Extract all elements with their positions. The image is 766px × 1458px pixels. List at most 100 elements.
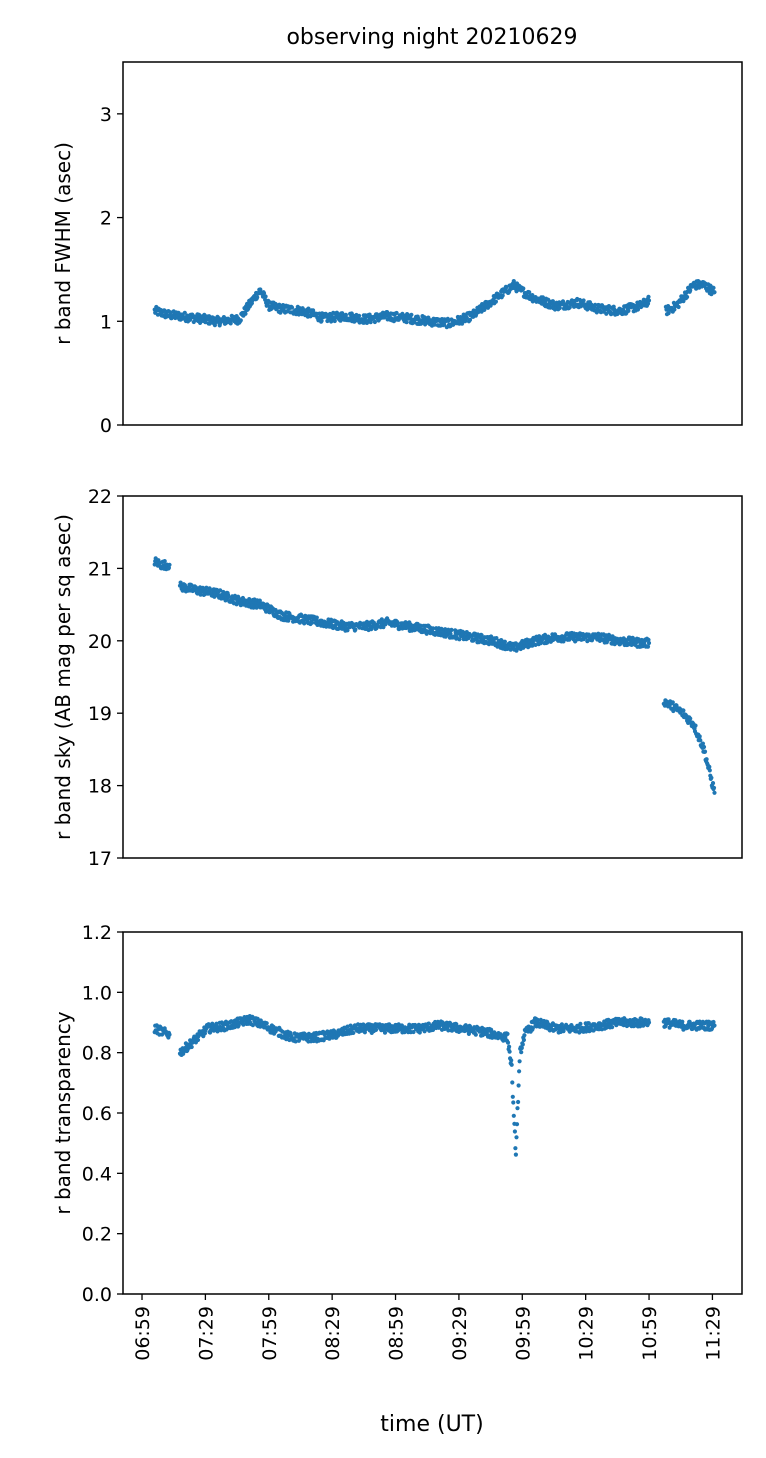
- data-point-s2: [530, 1026, 535, 1031]
- y-tick-label: 3: [100, 104, 112, 126]
- data-point-s3: [688, 716, 693, 721]
- data-point-s2: [426, 1021, 431, 1026]
- data-point-s2: [479, 633, 484, 638]
- data-point-s2: [510, 1094, 515, 1099]
- panel-3: 0.0 0.2 0.4 0.6 0.8 1.0 1.2 r band transparency…: [51, 922, 743, 1361]
- data-point-s3: [686, 1025, 691, 1030]
- data-point-s2: [505, 1040, 511, 1045]
- data-point-s1: [504, 285, 509, 290]
- data-point-s1: [357, 313, 362, 318]
- data-point-s2: [521, 1037, 527, 1043]
- data-point-s1: [593, 302, 598, 307]
- data-point-s2: [293, 1039, 298, 1044]
- data-point-s2: [502, 639, 507, 644]
- data-point-s2: [505, 1031, 510, 1036]
- x-tick-label: 10:29: [576, 1306, 598, 1361]
- data-point-s2: [422, 1029, 427, 1034]
- data-point-s3: [707, 768, 712, 773]
- data-point-s2: [514, 1135, 519, 1140]
- data-point-s1: [203, 320, 208, 325]
- data-point-s1: [467, 317, 473, 322]
- data-point-s1: [409, 312, 414, 317]
- data-point-s2: [646, 640, 652, 646]
- data-point-s2: [513, 1152, 519, 1157]
- data-point-s2: [512, 1129, 518, 1134]
- y-tick-label: 1.0: [82, 982, 112, 1004]
- data-point-s1: [432, 322, 437, 327]
- x-tick-label: 07:29: [195, 1306, 217, 1361]
- data-point-s3: [697, 734, 702, 739]
- data-point-s2: [353, 627, 358, 632]
- y-tick-label: 0.2: [82, 1224, 112, 1246]
- data-point-s2: [473, 1032, 478, 1037]
- data-point-s1: [394, 310, 399, 316]
- y-tick-label: 0: [100, 415, 112, 437]
- data-point-s1: [263, 294, 268, 299]
- data-point-s2: [241, 1022, 246, 1027]
- data-point-s2: [516, 1099, 521, 1105]
- data-point-s2: [511, 1113, 516, 1118]
- data-point-s2: [250, 1023, 255, 1028]
- data-point-s1: [167, 562, 172, 567]
- data-point-s1: [404, 320, 409, 325]
- data-point-s2: [411, 1029, 416, 1035]
- y-tick-label: 1: [100, 311, 112, 333]
- data-point-s2: [330, 1035, 335, 1040]
- data-point-s2: [672, 307, 677, 312]
- data-point-s1: [182, 310, 187, 315]
- data-point-s2: [517, 1069, 522, 1074]
- data-point-s2: [218, 588, 223, 593]
- data-point-s2: [513, 1146, 518, 1151]
- data-point-s3: [709, 775, 714, 780]
- y-tick-label: 0.6: [82, 1103, 112, 1125]
- data-point-s1: [442, 322, 447, 327]
- panel-2: 17 18 19 20 21 22 r band sky (AB mag per sq as…: [51, 486, 743, 870]
- data-point-s1: [557, 305, 562, 311]
- data-point-s1: [521, 286, 526, 291]
- data-point-s3: [712, 790, 717, 795]
- data-point-s1: [168, 310, 173, 315]
- data-point-s2: [198, 592, 203, 597]
- data-point-s2: [286, 618, 291, 623]
- data-point-s2: [610, 1025, 615, 1030]
- data-point-s1: [319, 318, 324, 323]
- data-point-s2: [510, 1080, 515, 1085]
- data-point-s1: [343, 312, 348, 317]
- data-point-s2: [335, 1033, 341, 1038]
- data-point-s2: [561, 1029, 566, 1034]
- data-point-s2: [208, 587, 213, 592]
- y-tick-label: 20: [88, 631, 112, 653]
- data-point-s2: [519, 1045, 524, 1051]
- data-point-s2: [646, 1020, 652, 1025]
- data-point-s3: [711, 1019, 716, 1025]
- data-point-s2: [430, 1027, 436, 1032]
- data-point-s2: [645, 644, 651, 649]
- x-tick-label: 10:59: [639, 1306, 661, 1361]
- x-tick-label: 07:59: [259, 1306, 281, 1361]
- data-point-s1: [332, 318, 337, 324]
- data-point-s3: [700, 741, 706, 746]
- x-tick-label: 08:29: [322, 1306, 344, 1361]
- data-point-s2: [257, 598, 262, 603]
- data-point-s1: [261, 291, 267, 296]
- data-point-s1: [464, 315, 469, 320]
- data-point-s2: [519, 1050, 524, 1055]
- data-point-s2: [573, 638, 578, 643]
- scatter-series: [152, 1014, 717, 1157]
- data-point-s2: [395, 620, 400, 625]
- data-point-s2: [373, 1027, 379, 1032]
- data-point-s1: [243, 311, 248, 316]
- data-point-s2: [507, 1044, 512, 1049]
- data-point-s2: [517, 1059, 522, 1064]
- y-tick-label: 2: [100, 208, 112, 230]
- x-tick-label: 09:29: [449, 1306, 471, 1361]
- data-point-s1: [540, 295, 546, 300]
- panels: 0 1 2 3 r band FWHM (asec) 17 18 19 20 21 22 r band…: [51, 61, 743, 1361]
- data-point-s1: [646, 294, 651, 299]
- data-point-s2: [345, 628, 350, 633]
- data-point-s2: [189, 1044, 194, 1050]
- data-point-s1: [645, 301, 651, 306]
- data-point-s3: [712, 1023, 717, 1028]
- data-point-s1: [646, 298, 652, 303]
- data-point-s2: [535, 1017, 540, 1022]
